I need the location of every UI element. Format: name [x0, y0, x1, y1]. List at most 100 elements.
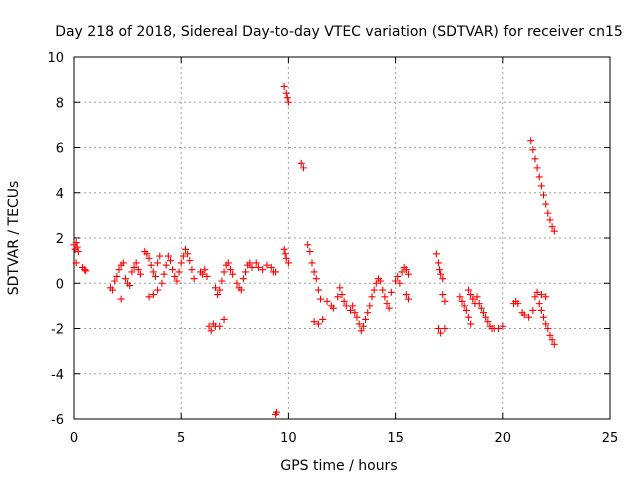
data-point [338, 291, 346, 299]
data-point [308, 259, 316, 267]
x-tick-label: 5 [177, 431, 185, 446]
chart-title: Day 218 of 2018, Sidereal Day-to-day VTE… [55, 24, 623, 40]
data-point [404, 295, 412, 303]
data-point [220, 268, 228, 276]
data-point [132, 259, 140, 267]
data-point [121, 275, 129, 283]
data-point [147, 261, 155, 269]
data-point [263, 261, 271, 269]
data-point [181, 245, 189, 253]
data-point [149, 291, 157, 299]
data-point [467, 320, 475, 328]
data-point [377, 277, 385, 285]
data-point [164, 252, 172, 260]
data-point [119, 259, 127, 267]
data-point [130, 263, 138, 271]
data-point [533, 164, 541, 172]
data-point [529, 306, 537, 314]
data-point [385, 304, 393, 312]
data-point [432, 250, 440, 258]
data-point [82, 267, 90, 275]
data-point [151, 272, 159, 280]
data-point [437, 270, 445, 278]
data-point [340, 297, 348, 305]
data-point [550, 340, 558, 348]
data-point [310, 318, 318, 326]
data-point [381, 293, 389, 301]
x-tick-label: 0 [70, 431, 78, 446]
y-tick-label: -4 [51, 368, 64, 383]
data-point [402, 291, 410, 299]
data-point [548, 336, 556, 344]
data-point [212, 322, 220, 330]
data-point [218, 277, 226, 285]
data-point [467, 291, 475, 299]
data-point [166, 257, 174, 265]
data-point [169, 266, 177, 274]
data-point [284, 259, 292, 267]
data-point [387, 288, 395, 296]
data-point [464, 313, 472, 321]
data-point [336, 284, 344, 292]
data-point [357, 327, 365, 335]
data-point [188, 266, 196, 274]
data-point [544, 325, 552, 332]
data-point [531, 293, 539, 301]
data-point [158, 279, 166, 287]
data-point [273, 408, 281, 416]
data-point [398, 268, 406, 276]
data-point [394, 272, 402, 280]
data-point [237, 286, 245, 294]
data-point [173, 277, 181, 285]
data-point [434, 259, 442, 267]
data-point [546, 331, 554, 339]
data-point [186, 257, 194, 265]
data-point [171, 272, 179, 280]
data-point [179, 252, 187, 260]
data-point [239, 275, 247, 283]
data-point [495, 325, 503, 332]
data-point [462, 306, 470, 314]
data-point [220, 315, 228, 323]
data-point [404, 270, 412, 278]
data-point [525, 313, 533, 321]
data-point [280, 245, 288, 253]
data-point [252, 259, 260, 267]
data-point [190, 275, 198, 283]
data-point [533, 288, 541, 296]
data-point [540, 313, 548, 321]
x-tick-label: 10 [280, 431, 297, 446]
data-point [134, 266, 142, 274]
data-point [514, 300, 522, 308]
data-point [280, 82, 288, 90]
data-point [362, 315, 370, 323]
data-point [535, 300, 543, 308]
data-point [484, 318, 492, 326]
data-point [334, 293, 342, 301]
data-point [74, 248, 82, 256]
data-point [267, 263, 275, 271]
x-tick-label: 20 [495, 431, 512, 446]
x-axis-label: GPS time / hours [280, 458, 397, 474]
data-point [537, 291, 545, 299]
data-point [246, 259, 254, 267]
data-point [304, 241, 312, 249]
data-point [550, 227, 558, 235]
data-point [396, 279, 404, 287]
data-point [482, 313, 490, 321]
data-point [458, 297, 466, 305]
data-point [351, 309, 359, 317]
data-point [355, 320, 363, 328]
data-point [368, 293, 376, 301]
data-point [72, 259, 80, 267]
data-point [136, 270, 144, 278]
y-tick-label: 8 [56, 96, 64, 111]
data-point [477, 304, 485, 312]
data-point [441, 325, 449, 332]
data-point [441, 297, 449, 305]
data-point [531, 155, 539, 163]
data-point [299, 164, 307, 172]
y-tick-label: -6 [51, 413, 64, 428]
data-point [460, 302, 468, 310]
data-point [162, 261, 170, 269]
